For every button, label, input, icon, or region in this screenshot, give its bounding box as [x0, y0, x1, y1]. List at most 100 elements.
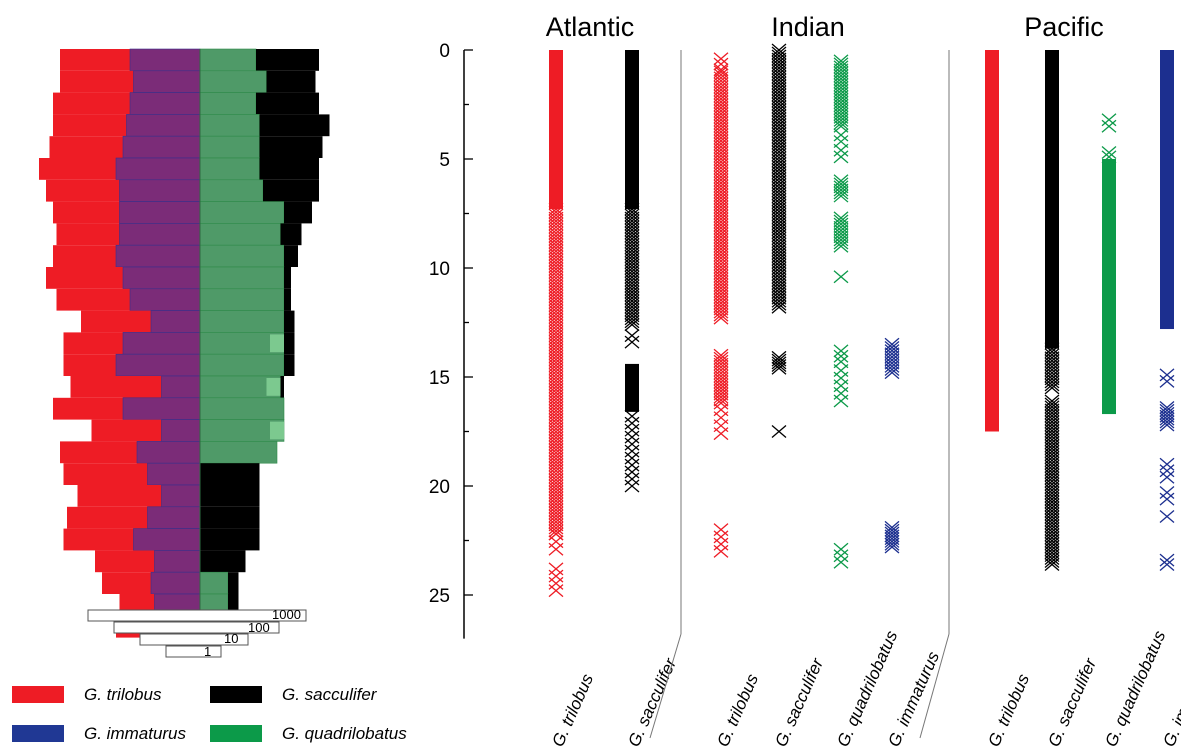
occurrence-marker: [771, 282, 787, 296]
occurrence-marker: [833, 549, 849, 563]
occurrence-marker: [548, 521, 564, 535]
occurrence-marker: [548, 395, 564, 409]
occurrence-marker: [548, 491, 564, 505]
occurrence-marker: [548, 223, 564, 237]
occurrence-marker: [771, 297, 787, 311]
occurrence-marker: [833, 72, 849, 86]
occurrence-marker: [771, 55, 787, 69]
occurrence-marker: [548, 235, 564, 249]
occurrence-marker: [624, 270, 640, 284]
occurrence-marker: [713, 523, 729, 537]
ocean-separator-diagonal: [649, 633, 682, 739]
occurrence-marker: [713, 351, 729, 365]
occurrence-marker: [771, 243, 787, 257]
occurrence-marker: [1044, 531, 1060, 545]
occurrence-marker: [1159, 492, 1175, 506]
occurrence-marker: [548, 256, 564, 270]
occurrence-marker: [548, 437, 564, 451]
occurrence-marker: [548, 307, 564, 321]
profile-bar-black: [284, 332, 295, 355]
occurrence-marker: [713, 182, 729, 196]
occurrence-column-pacific-g-quadrilobatus: [1101, 113, 1117, 415]
occurrence-marker: [771, 148, 787, 162]
occurrence-marker: [713, 146, 729, 160]
occurrence-marker: [713, 80, 729, 94]
occurrence-marker: [833, 90, 849, 104]
depth-tick-label: 15: [429, 368, 450, 389]
occurrence-marker: [548, 422, 564, 436]
occurrence-marker: [624, 205, 640, 219]
profile-bar-black: [259, 114, 330, 137]
occurrence-marker: [1044, 486, 1060, 500]
occurrence-marker: [548, 253, 564, 267]
occurrence-marker: [1044, 397, 1060, 411]
occurrence-marker: [833, 110, 849, 124]
column-label-indian-g-immaturus: G. immaturus: [884, 648, 943, 749]
occurrence-marker: [624, 229, 640, 243]
column-label-indian-g-trilobus: G. trilobus: [713, 671, 762, 750]
occurrence-marker: [548, 313, 564, 327]
occurrence-marker: [624, 276, 640, 290]
abundance-scale-bars: 1000 100 10 1: [87, 607, 307, 659]
profile-bar-purple: [122, 397, 201, 420]
occurrence-marker: [548, 374, 564, 388]
occurrence-marker: [1101, 119, 1117, 133]
profile-bar-purple: [115, 244, 201, 268]
depth-tick-label: 0: [439, 41, 450, 62]
depth-axis: 0 5 10 15 20 25: [429, 41, 473, 639]
occurrence-marker: [624, 267, 640, 281]
occurrence-marker: [1044, 519, 1060, 533]
occurrence-marker: [1044, 501, 1060, 515]
occurrence-marker: [713, 119, 729, 133]
occurrence-marker: [833, 177, 849, 191]
occurrence-marker: [548, 383, 564, 397]
occurrence-marker: [771, 356, 787, 370]
occurrence-marker: [713, 233, 729, 247]
occurrence-marker: [833, 57, 849, 71]
occurrence-marker: [771, 294, 787, 308]
occurrence-marker: [624, 211, 640, 225]
occurrence-marker: [548, 434, 564, 448]
occurrence-marker: [548, 226, 564, 240]
profile-bar-green: [199, 201, 285, 224]
occurrence-marker: [713, 68, 729, 82]
occurrence-marker: [624, 220, 640, 234]
occurrence-marker: [548, 322, 564, 336]
profile-bar-light-green: [270, 334, 284, 353]
occurrence-marker: [884, 534, 900, 548]
occurrence-marker: [713, 427, 729, 441]
occurrence-marker: [548, 416, 564, 430]
occurrence-marker: [548, 244, 564, 258]
profile-bar-purple: [154, 550, 201, 573]
occurrence-marker: [713, 384, 729, 398]
occurrence-column-pacific-g-sacculifer: [1044, 50, 1060, 571]
occurrence-marker: [884, 353, 900, 367]
profile-bar-black: [200, 506, 260, 529]
occurrence-marker: [1044, 510, 1060, 524]
occurrence-marker: [771, 208, 787, 222]
occurrence-marker: [713, 230, 729, 244]
occurrence-marker: [771, 270, 787, 284]
occurrence-marker: [548, 344, 564, 357]
occurrence-marker: [713, 92, 729, 106]
occurrence-marker: [771, 264, 787, 278]
occurrence-marker: [771, 214, 787, 227]
occurrence-marker: [884, 340, 900, 354]
occurrence-marker: [1044, 552, 1060, 566]
profile-bar-red: [60, 441, 137, 464]
occurrence-marker: [548, 220, 564, 234]
occurrence-marker: [771, 142, 787, 156]
occurrence-marker: [771, 231, 787, 245]
occurrence-marker: [1044, 363, 1060, 377]
profile-bar-black: [280, 223, 302, 246]
occurrence-marker: [1044, 459, 1060, 473]
occurrence-marker: [713, 107, 729, 121]
occurrence-marker: [1044, 546, 1060, 560]
occurrence-marker: [548, 340, 564, 354]
occurrence-marker: [713, 263, 729, 277]
occurrence-marker: [771, 184, 787, 198]
occurrence-marker: [833, 174, 849, 188]
occurrence-marker: [548, 494, 564, 508]
occurrence-marker: [624, 318, 640, 332]
